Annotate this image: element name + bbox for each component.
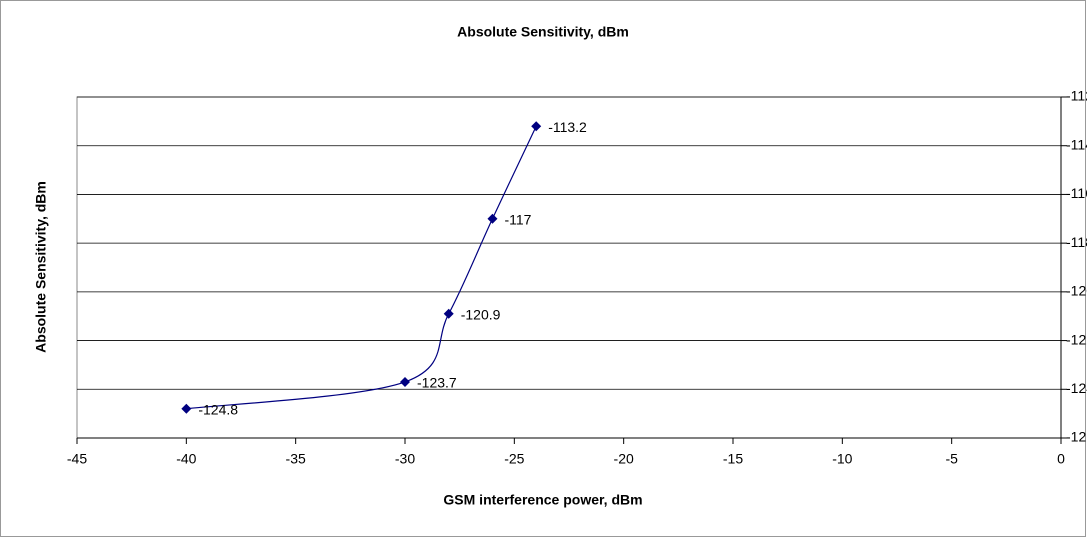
series-line [186,125,537,410]
data-label: -113.2 [548,119,587,135]
data-label: -120.9 [461,306,501,322]
x-tick-label: -30 [395,451,415,467]
x-tick-label: -25 [504,451,524,467]
data-point [443,308,454,319]
x-tick-label: -40 [176,451,196,467]
x-tick-label: 0 [1057,451,1065,467]
x-tick-label: -10 [832,451,852,467]
y-tick-label: -120 [1066,283,1087,299]
x-tick-label: -5 [945,451,958,467]
x-tick-label: -15 [723,451,743,467]
x-tick-label: -20 [614,451,634,467]
y-tick-label: -126 [1066,429,1087,445]
y-axis-title: Absolute Sensitivity, dBm [33,181,49,353]
y-tick-label: -116 [1066,185,1087,201]
data-point [400,376,410,387]
y-tick-label: -118 [1066,234,1087,250]
data-label: -124.8 [198,401,238,417]
data-point [531,121,542,132]
y-tick-label: -112 [1066,88,1087,104]
data-point [487,213,498,224]
x-tick-label: -45 [67,451,87,467]
x-tick-label: -35 [286,451,306,467]
plot-area [76,96,1062,439]
data-label: -123.7 [417,375,457,391]
data-label: -117 [504,211,531,227]
y-tick-label: -124 [1066,380,1087,396]
x-axis-title: GSM interference power, dBm [443,492,642,508]
data-point [181,403,192,414]
y-tick-label: -122 [1066,331,1087,347]
y-tick-label: -114 [1066,136,1087,152]
chart-title: Absolute Sensitivity, dBm [457,24,629,40]
